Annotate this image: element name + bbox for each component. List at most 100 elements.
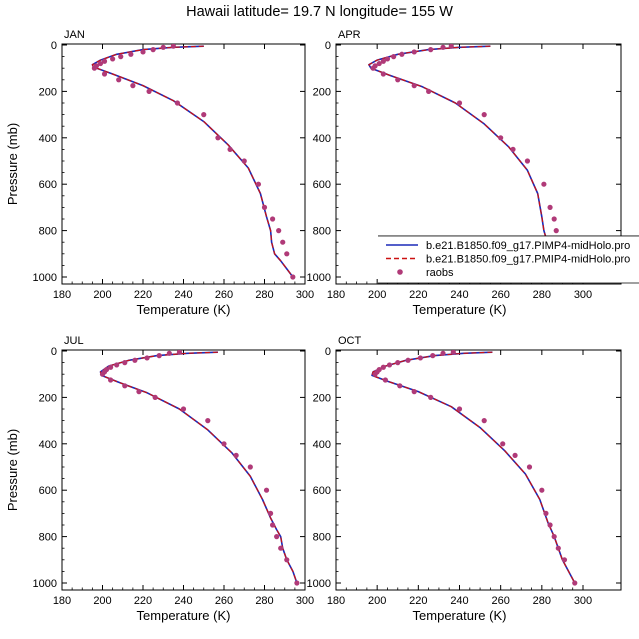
panel-oct: OCT 180 200 220 240 260 280 300 0 200 400 600 800 100… <box>307 335 622 623</box>
raobs-point <box>118 54 124 60</box>
x-tick-label: 280 <box>255 595 273 607</box>
raobs-point <box>561 557 568 563</box>
raobs-point <box>290 274 296 280</box>
y-tick-label: 400 <box>313 133 331 145</box>
plot-frame <box>335 43 622 285</box>
raobs-point <box>539 487 545 493</box>
raobs-point <box>555 545 561 551</box>
raobs-point <box>263 487 270 493</box>
x-tick-label: 240 <box>174 595 192 607</box>
raobs-point <box>108 377 114 383</box>
raobs-point <box>395 77 401 83</box>
panel-label: APR <box>338 29 361 41</box>
legend-background <box>378 236 639 283</box>
raobs-point <box>395 360 401 366</box>
y-tick-label: 1000 <box>33 272 57 284</box>
x-tick-label: 180 <box>53 595 71 607</box>
raobs-point <box>233 452 239 458</box>
raobs-point <box>91 65 97 71</box>
raobs-point <box>267 510 274 516</box>
y-axis-label: Pressure (mb) <box>5 429 20 511</box>
raobs-point <box>99 371 106 377</box>
y-tick-label: 600 <box>313 485 331 497</box>
y-tick-label: 600 <box>313 179 331 191</box>
model-line-blue <box>91 45 294 278</box>
raobs-point <box>417 355 423 361</box>
raobs-point <box>380 71 386 77</box>
y-tick-label: 200 <box>39 392 57 404</box>
plot-frame <box>335 349 622 591</box>
y-tick-label: 200 <box>313 86 331 98</box>
x-tick-label: 180 <box>327 595 345 607</box>
raobs-markers <box>370 44 576 280</box>
plot-area <box>371 350 578 586</box>
raobs-point <box>241 158 247 164</box>
plot-area <box>91 44 296 280</box>
raobs-point <box>247 464 253 470</box>
raobs-point <box>526 464 533 470</box>
raobs-point <box>456 100 463 106</box>
raobs-point <box>456 406 463 412</box>
y-tick-label: 400 <box>39 439 57 451</box>
raobs-point <box>386 362 393 368</box>
plot-area <box>99 350 300 586</box>
x-tick-label: 200 <box>93 289 111 301</box>
x-tick-label: 200 <box>368 289 386 301</box>
raobs-point <box>255 181 262 187</box>
raobs-point <box>391 54 397 60</box>
raobs-point <box>97 60 104 67</box>
raobs-point <box>174 100 181 106</box>
raobs-point <box>128 51 134 57</box>
raobs-point <box>405 357 411 363</box>
raobs-point <box>166 350 172 356</box>
raobs-point <box>274 534 280 540</box>
y-tick-label: 0 <box>51 346 57 358</box>
raobs-point <box>411 389 417 395</box>
model-line-blue <box>371 351 576 584</box>
x-tick-label: 240 <box>174 289 192 301</box>
raobs-point <box>380 364 386 370</box>
x-tick-label: 220 <box>409 595 427 607</box>
panel-label: JUL <box>64 335 84 347</box>
y-tick-label: 1000 <box>307 272 331 284</box>
x-tick-label: 280 <box>255 289 273 301</box>
raobs-point <box>380 58 386 64</box>
raobs-point <box>382 377 388 383</box>
raobs-point <box>448 44 454 49</box>
raobs-point <box>498 135 504 141</box>
x-tick-label: 180 <box>327 289 345 301</box>
raobs-point <box>370 65 376 71</box>
x-axis-label: Temperature (K) <box>413 302 507 317</box>
raobs-point <box>399 51 405 57</box>
x-tick-label: 240 <box>450 289 468 301</box>
y-tick-label: 1000 <box>33 578 57 590</box>
x-tick-label: 200 <box>368 595 386 607</box>
raobs-point <box>270 216 276 222</box>
raobs-point <box>130 83 136 89</box>
x-tick-label: 260 <box>215 595 233 607</box>
raobs-point <box>547 204 553 210</box>
plot-frame <box>61 349 306 591</box>
raobs-point <box>524 158 531 164</box>
panel-jul: JUL 180 200 220 240 260 280 300 0 200 400 600 800 100… <box>5 335 314 623</box>
x-tick-label: 220 <box>134 595 152 607</box>
x-axis-label: Temperature (K) <box>137 302 231 317</box>
x-tick-label: 280 <box>533 595 551 607</box>
raobs-point <box>426 88 432 94</box>
raobs-point <box>397 383 403 389</box>
raobs-point <box>284 251 290 257</box>
panel-jan: JAN 180 200 220 240 260 280 300 0 200 400 600 800 100… <box>5 29 314 317</box>
y-tick-label: 800 <box>313 226 331 238</box>
raobs-point <box>150 47 156 53</box>
raobs-point <box>152 394 158 400</box>
legend-marker <box>397 269 403 275</box>
raobs-point <box>551 216 557 222</box>
raobs-point <box>572 580 578 586</box>
raobs-point <box>543 510 549 516</box>
x-tick-label: 200 <box>93 595 111 607</box>
raobs-point <box>384 56 391 62</box>
raobs-point <box>132 357 138 363</box>
raobs-point <box>430 353 436 359</box>
raobs-point <box>101 71 108 77</box>
raobs-point <box>136 389 142 395</box>
